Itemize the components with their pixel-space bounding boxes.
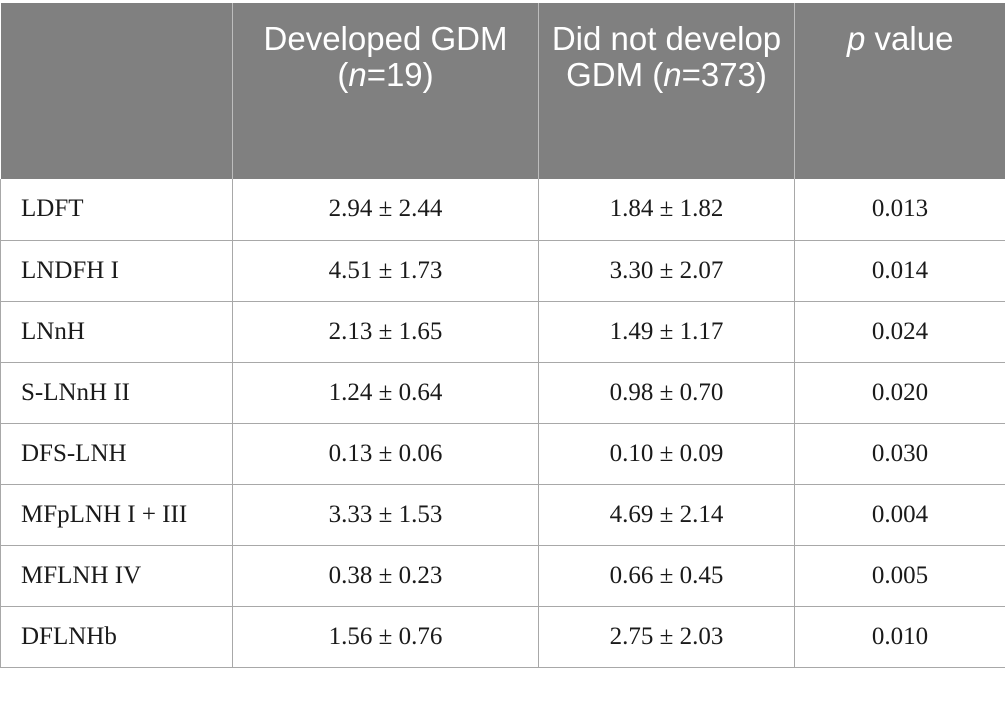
developed-value: 2.13 ± 1.65 <box>232 301 539 363</box>
table-row: S-LNnH II 1.24 ± 0.64 0.98 ± 0.70 0.020 <box>0 362 1005 424</box>
row-label: LDFT <box>0 179 233 241</box>
not-developed-value: 0.10 ± 0.09 <box>538 423 795 485</box>
table-row: DFS-LNH 0.13 ± 0.06 0.10 ± 0.09 0.030 <box>0 423 1005 485</box>
row-label: DFLNHb <box>0 606 233 668</box>
header-developed-n: n <box>348 56 367 93</box>
header-developed-gdm: Developed GDM (n=19) <box>232 3 539 179</box>
developed-value: 4.51 ± 1.73 <box>232 240 539 302</box>
not-developed-value: 1.84 ± 1.82 <box>538 179 795 241</box>
table-row: LNnH 2.13 ± 1.65 1.49 ± 1.17 0.024 <box>0 301 1005 363</box>
header-blank <box>0 3 233 179</box>
not-developed-value: 4.69 ± 2.14 <box>538 484 795 546</box>
table-body: LDFT 2.94 ± 2.44 1.84 ± 1.82 0.013 LNDFH… <box>0 179 1005 668</box>
table-row: LDFT 2.94 ± 2.44 1.84 ± 1.82 0.013 <box>0 179 1005 241</box>
not-developed-value: 0.66 ± 0.45 <box>538 545 795 607</box>
developed-value: 0.13 ± 0.06 <box>232 423 539 485</box>
header-developed-text: Developed GDM ( <box>263 20 508 93</box>
row-label: LNDFH I <box>0 240 233 302</box>
row-label: S-LNnH II <box>0 362 233 424</box>
developed-value: 3.33 ± 1.53 <box>232 484 539 546</box>
p-value: 0.020 <box>794 362 1005 424</box>
p-value: 0.010 <box>794 606 1005 668</box>
not-developed-value: 3.30 ± 2.07 <box>538 240 795 302</box>
header-not-developed-text: Did not develop GDM ( <box>551 20 782 93</box>
table-row: DFLNHb 1.56 ± 0.76 2.75 ± 2.03 0.010 <box>0 606 1005 668</box>
header-p-symbol: p <box>847 20 866 57</box>
p-value: 0.005 <box>794 545 1005 607</box>
developed-value: 2.94 ± 2.44 <box>232 179 539 241</box>
developed-value: 1.24 ± 0.64 <box>232 362 539 424</box>
not-developed-value: 1.49 ± 1.17 <box>538 301 795 363</box>
header-not-developed-gdm: Did not develop GDM (n=373) <box>538 3 795 179</box>
header-developed-count: =19) <box>366 56 434 93</box>
row-label: DFS-LNH <box>0 423 233 485</box>
not-developed-value: 0.98 ± 0.70 <box>538 362 795 424</box>
header-row: Developed GDM (n=19) Did not develop GDM… <box>0 3 1005 179</box>
header-p-value: p value <box>794 3 1005 179</box>
p-value: 0.014 <box>794 240 1005 302</box>
p-value: 0.004 <box>794 484 1005 546</box>
table-row: LNDFH I 4.51 ± 1.73 3.30 ± 2.07 0.014 <box>0 240 1005 302</box>
table-row: MFLNH IV 0.38 ± 0.23 0.66 ± 0.45 0.005 <box>0 545 1005 607</box>
p-value: 0.024 <box>794 301 1005 363</box>
table-header: Developed GDM (n=19) Did not develop GDM… <box>0 3 1005 179</box>
developed-value: 0.38 ± 0.23 <box>232 545 539 607</box>
not-developed-value: 2.75 ± 2.03 <box>538 606 795 668</box>
row-label: LNnH <box>0 301 233 363</box>
results-table: Developed GDM (n=19) Did not develop GDM… <box>0 3 1005 668</box>
header-not-developed-count: =373) <box>681 56 767 93</box>
table-row: MFpLNH I + III 3.33 ± 1.53 4.69 ± 2.14 0… <box>0 484 1005 546</box>
p-value: 0.030 <box>794 423 1005 485</box>
header-p-value-text: value <box>865 20 954 57</box>
row-label: MFLNH IV <box>0 545 233 607</box>
p-value: 0.013 <box>794 179 1005 241</box>
row-label: MFpLNH I + III <box>0 484 233 546</box>
developed-value: 1.56 ± 0.76 <box>232 606 539 668</box>
header-not-developed-n: n <box>663 56 682 93</box>
